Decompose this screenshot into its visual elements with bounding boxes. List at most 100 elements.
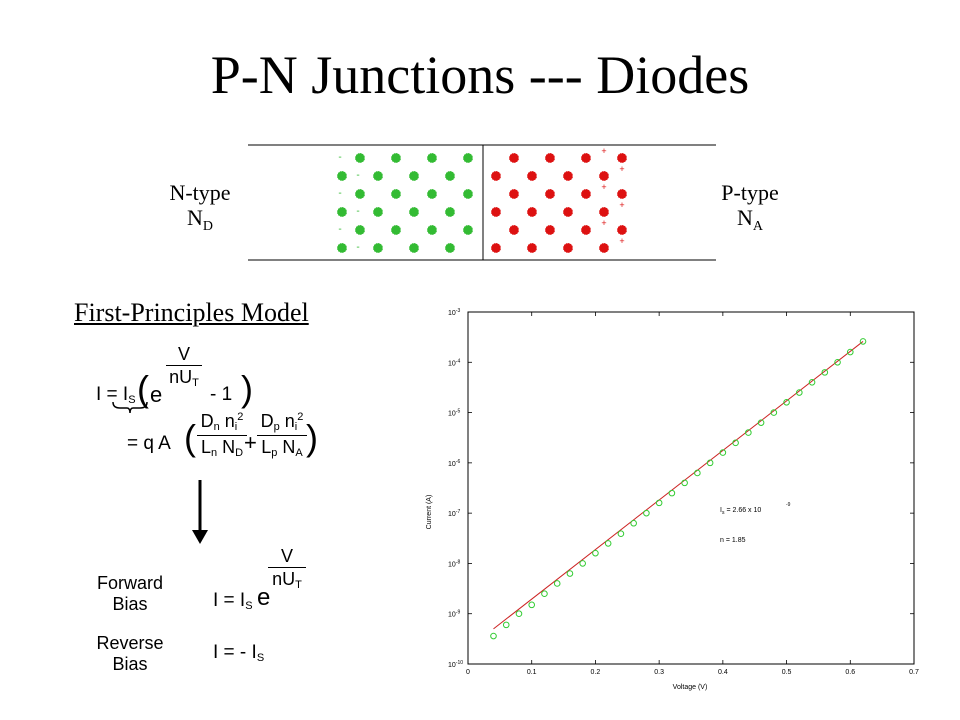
positive-charge-sign: + [601, 146, 606, 156]
n-donor-dot-texture [390, 152, 402, 164]
p-acceptor-dot [509, 189, 519, 199]
p-acceptor-dot [599, 171, 609, 181]
negative-charge-sign: - [356, 242, 359, 253]
data-point [770, 409, 778, 416]
data-point [694, 469, 701, 477]
p-acceptor-dot [545, 153, 555, 163]
forward-exponent: V nUT [268, 547, 306, 591]
n-donor-dot [391, 225, 401, 235]
svg-text:-9: -9 [786, 502, 791, 508]
data-point [808, 378, 816, 386]
x-tick-labels: 0 0.1 0.2 0.3 0.4 0.5 0.6 0.7 [466, 669, 919, 676]
p-acceptor-dot [527, 243, 537, 253]
plus-operator: + [244, 430, 257, 455]
n-donor-dot-texture [336, 206, 348, 218]
data-point [757, 419, 765, 426]
negative-charge-sign: - [338, 152, 341, 163]
p-acceptor-dot [509, 225, 519, 235]
n-donor-dot-texture [444, 242, 456, 254]
y-tick-label: 10-6 [448, 459, 460, 468]
electron-term: Dn ni2 Ln ND [197, 412, 247, 459]
n-donor-dot-texture [354, 152, 366, 164]
y-tick-labels: 10-3 10-4 10-5 10-6 10-7 10-8 10-9 10-10 [448, 308, 463, 669]
p-acceptor-dot-texture [616, 188, 628, 200]
pn-junction-diagram: - - - - - - + + + + + + [248, 144, 716, 261]
p-acceptor-dot [563, 243, 573, 253]
n-donor-dot-texture [426, 152, 438, 164]
x-tick-label: 0.7 [909, 669, 919, 676]
n-donor-dot-texture [426, 188, 438, 200]
negative-charge-sign: - [356, 170, 359, 181]
p-acceptor-dot-texture [508, 152, 520, 164]
n-donor-dot [337, 243, 347, 253]
p-acceptor-dot [617, 189, 627, 199]
data-point [541, 590, 548, 598]
arrow-down-icon [192, 480, 208, 544]
y-tick-label: 10-5 [448, 409, 460, 418]
data-point [528, 601, 536, 609]
nd-symbol: ND [186, 205, 213, 235]
depletion-charges: - - - - - - + + + + + + [338, 146, 624, 253]
positive-charge-sign: + [619, 164, 624, 174]
p-acceptor-dot [617, 225, 627, 235]
minus-one: - 1 [210, 384, 233, 405]
n-donor-dot-texture [408, 242, 420, 254]
n-donor-dot-texture [462, 188, 474, 200]
n-donor-dot [427, 225, 437, 235]
n-region-dots [336, 152, 474, 254]
p-acceptor-dot [581, 189, 591, 199]
data-point [617, 530, 625, 538]
data-point [604, 540, 612, 547]
n-donor-dot [463, 189, 473, 199]
n-donor-dot [445, 243, 455, 253]
x-tick-label: 0.1 [527, 669, 537, 676]
data-point [566, 570, 574, 577]
n-donor-dot [445, 207, 455, 217]
p-acceptor-dot [617, 153, 627, 163]
p-acceptor-dot-texture [508, 224, 520, 236]
y-axis-label: Current (A) [426, 495, 433, 530]
n-donor-dot [445, 171, 455, 181]
n-type-label: N-type ND [160, 180, 240, 235]
svg-text:Is= 2.66 x 10: Is = 2.66 x 10 [720, 507, 761, 516]
plot-frame [467, 311, 915, 665]
data-point [579, 560, 586, 567]
paren-open-2: ( [184, 417, 196, 458]
forward-bias-label: Forward Bias [96, 573, 163, 614]
p-acceptor-dot-texture [562, 206, 574, 218]
n-donor-dot [463, 153, 473, 163]
p-acceptor-dot [563, 171, 573, 181]
p-acceptor-dot-texture [544, 188, 556, 200]
p-acceptor-dot [509, 153, 519, 163]
n-donor-dot-texture [372, 170, 384, 182]
positive-charge-sign: + [619, 236, 624, 246]
p-acceptor-dot-texture [490, 242, 502, 254]
underbrace-icon [112, 401, 148, 414]
n-donor-dot [337, 207, 347, 217]
p-acceptor-dot [491, 243, 501, 253]
y-tick-label: 10-3 [448, 308, 460, 317]
is-annotation: Is = 2.66 x 10 -9 [720, 502, 791, 516]
p-acceptor-dot-texture [616, 224, 628, 236]
negative-charge-sign: - [338, 188, 341, 199]
data-point [553, 580, 561, 587]
forward-bias-equation: I = IS [213, 590, 253, 612]
n-donor-dot-texture [354, 224, 366, 236]
exp-e: e [150, 382, 163, 407]
reverse-bias-equation: I = - IS [213, 642, 265, 664]
p-acceptor-dot-texture [580, 188, 592, 200]
data-point [515, 610, 523, 618]
data-point [490, 632, 497, 640]
n-donor-dot-texture [408, 170, 420, 182]
p-acceptor-dot [581, 153, 591, 163]
data-point [630, 519, 637, 527]
data-point [796, 389, 803, 396]
p-acceptor-dot [563, 207, 573, 217]
y-tick-label: 10-4 [448, 358, 460, 367]
positive-charge-sign: + [619, 200, 624, 210]
x-tick-label: 0 [466, 669, 470, 676]
data-point [706, 459, 714, 467]
n-donor-dot-texture [372, 242, 384, 254]
p-acceptor-dot-texture [598, 170, 610, 182]
n-donor-dot [355, 189, 365, 199]
